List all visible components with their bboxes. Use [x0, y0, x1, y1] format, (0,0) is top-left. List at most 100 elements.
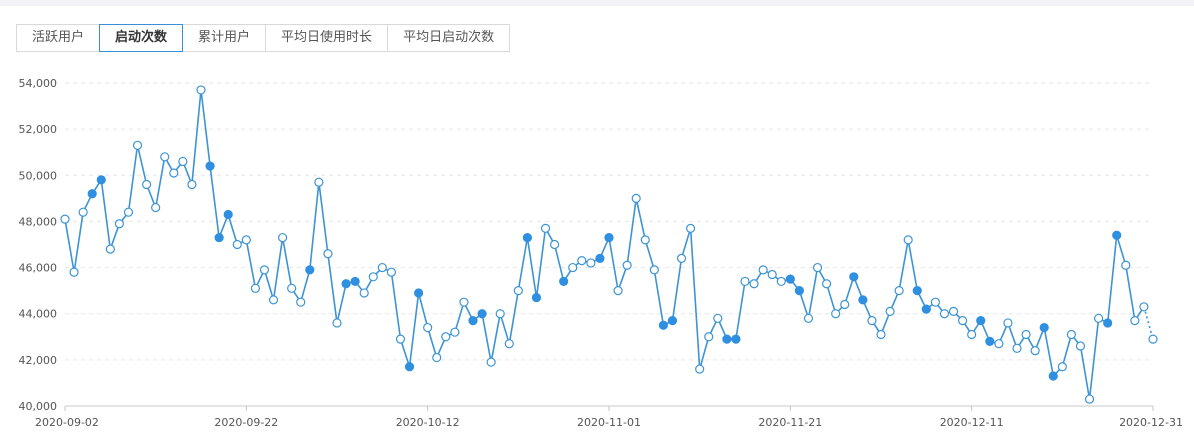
data-point — [559, 276, 569, 287]
data-point — [604, 232, 614, 243]
y-tick-label: 46,000 — [19, 262, 58, 275]
data-point — [386, 267, 396, 277]
data-point — [1130, 316, 1140, 326]
x-tick-label: 2020-12-11 — [940, 416, 1004, 429]
data-point — [785, 274, 795, 284]
data-point — [722, 334, 732, 344]
data-point — [1075, 341, 1086, 351]
data-point — [704, 332, 714, 342]
data-point — [1139, 302, 1149, 312]
data-point — [840, 299, 850, 310]
data-point — [767, 269, 777, 280]
tab-avg-daily-launch-count[interactable]: 平均日启动次数 — [387, 24, 511, 52]
data-point — [205, 161, 215, 171]
data-point — [903, 235, 913, 245]
data-point — [667, 316, 678, 326]
data-point — [305, 265, 315, 275]
data-point — [314, 177, 324, 187]
data-point — [214, 232, 224, 243]
x-tick-label: 2020-09-22 — [214, 416, 278, 429]
data-point — [1012, 343, 1022, 353]
data-point — [1148, 334, 1158, 344]
data-point — [549, 239, 560, 250]
data-point — [414, 288, 424, 298]
top-strip — [0, 0, 1194, 6]
data-point — [912, 286, 922, 296]
data-point — [930, 297, 941, 307]
data-point — [1103, 318, 1113, 328]
x-tick-label: 2020-11-01 — [577, 416, 641, 429]
data-point — [867, 316, 877, 326]
data-point — [268, 295, 279, 305]
data-point — [259, 265, 270, 275]
data-point — [250, 283, 260, 293]
data-point — [849, 272, 859, 282]
data-point — [885, 306, 895, 317]
data-point — [477, 309, 487, 319]
data-point — [1048, 371, 1058, 381]
data-point — [658, 320, 669, 330]
data-point — [531, 292, 542, 303]
y-tick-label: 44,000 — [19, 308, 58, 321]
data-point — [794, 286, 805, 296]
data-point — [577, 256, 587, 266]
data-point — [522, 232, 533, 243]
data-point — [1084, 394, 1095, 404]
y-tick-label: 50,000 — [19, 169, 58, 182]
tab-cumulative-users[interactable]: 累计用户 — [182, 24, 267, 52]
data-point — [323, 249, 333, 259]
data-point — [404, 362, 415, 372]
data-point — [749, 279, 759, 289]
data-point — [1066, 329, 1077, 340]
data-point — [976, 316, 986, 326]
data-point — [223, 209, 233, 220]
data-point — [241, 235, 251, 245]
data-point — [540, 223, 551, 233]
data-point — [196, 85, 206, 95]
data-point — [676, 253, 687, 263]
data-point — [105, 244, 115, 254]
data-point — [486, 357, 496, 367]
data-point — [142, 179, 152, 190]
data-point — [894, 286, 904, 296]
data-point — [695, 364, 705, 374]
data-point — [1039, 322, 1049, 333]
data-point — [160, 152, 170, 162]
data-point — [495, 309, 505, 319]
data-point — [713, 313, 723, 323]
data-point — [178, 156, 188, 167]
data-point — [359, 288, 369, 298]
data-point — [1021, 329, 1031, 340]
data-point — [685, 223, 696, 233]
data-point — [1093, 313, 1104, 323]
data-point — [69, 267, 79, 277]
data-point — [341, 279, 351, 289]
data-point — [468, 316, 478, 326]
data-point — [278, 232, 288, 243]
x-tick-label: 2020-09-02 — [35, 416, 99, 429]
data-point — [123, 207, 134, 217]
data-point — [368, 272, 378, 282]
data-point — [1003, 318, 1013, 328]
data-point — [187, 179, 197, 190]
data-point — [296, 297, 306, 307]
data-point — [1121, 260, 1131, 270]
data-point — [595, 253, 605, 263]
data-point — [350, 276, 360, 287]
data-point — [821, 279, 832, 289]
data-point — [60, 214, 70, 224]
tab-active-users[interactable]: 活跃用户 — [16, 24, 101, 52]
metric-tabs: 活跃用户 启动次数 累计用户 平均日使用时长 平均日启动次数 — [16, 24, 511, 52]
data-point — [332, 318, 342, 328]
data-point — [758, 265, 768, 275]
data-point — [622, 260, 632, 270]
data-point — [96, 175, 106, 185]
data-point — [513, 286, 523, 296]
data-point — [649, 265, 659, 275]
data-point — [132, 140, 143, 150]
data-point — [586, 258, 596, 268]
data-point — [377, 262, 387, 273]
data-point — [78, 207, 88, 217]
tab-launch-count[interactable]: 启动次数 — [99, 24, 184, 52]
data-point — [631, 193, 641, 203]
